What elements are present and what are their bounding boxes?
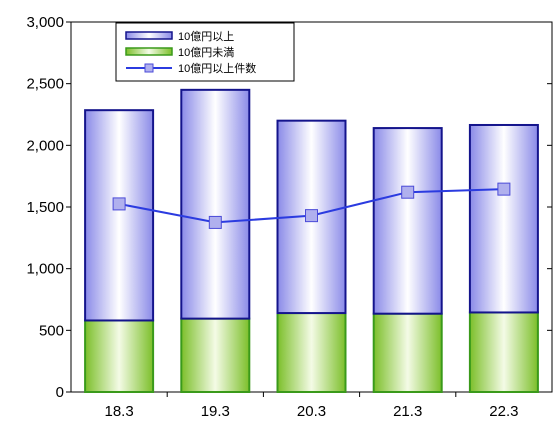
count-marker — [497, 182, 511, 196]
bar-under-1bn — [276, 312, 347, 394]
legend-label: 10億円以上件数 — [178, 62, 256, 75]
axes: 0 500 1,000 1,500 2,000 2,500 3,000 18.3 19.3 20.… — [26, 14, 553, 420]
y-tick-label: 1,000 — [26, 261, 64, 278]
count-marker — [208, 215, 222, 229]
bars — [84, 88, 539, 394]
bar-under-1bn — [180, 317, 251, 393]
x-tick-label: 19.3 — [201, 403, 230, 420]
legend-swatch — [125, 47, 173, 56]
y-tick-label: 2,500 — [26, 76, 64, 93]
y-tick-label: 500 — [39, 322, 64, 339]
y-tick-label: 3,000 — [26, 14, 64, 31]
bar-under-1bn — [84, 319, 155, 394]
legend-marker-swatch — [144, 63, 154, 73]
y-tick-label: 1,500 — [26, 199, 64, 216]
legend-label: 10億円未満 — [178, 46, 234, 59]
bar-over-1bn — [180, 88, 251, 320]
y-tick-label: 2,000 — [26, 137, 64, 154]
legend-label: 10億円以上 — [178, 30, 234, 43]
bar-under-1bn — [372, 312, 443, 393]
bar-over-1bn — [468, 123, 539, 314]
count-marker — [112, 197, 126, 211]
line-series — [112, 182, 511, 229]
y-tick-label: 0 — [56, 384, 64, 401]
bar-under-1bn — [468, 311, 539, 394]
x-tick-label: 21.3 — [393, 403, 422, 420]
bar-over-1bn — [84, 109, 155, 322]
count-marker — [305, 209, 318, 223]
x-tick-label: 22.3 — [489, 403, 518, 420]
x-tick-label: 20.3 — [297, 403, 326, 420]
bar-over-1bn — [372, 127, 443, 315]
count-marker — [401, 185, 415, 199]
legend: 10億円以上 10億円未満 10億円以上件数 — [115, 22, 295, 82]
legend-swatch — [125, 31, 173, 40]
x-tick-label: 18.3 — [104, 403, 133, 420]
